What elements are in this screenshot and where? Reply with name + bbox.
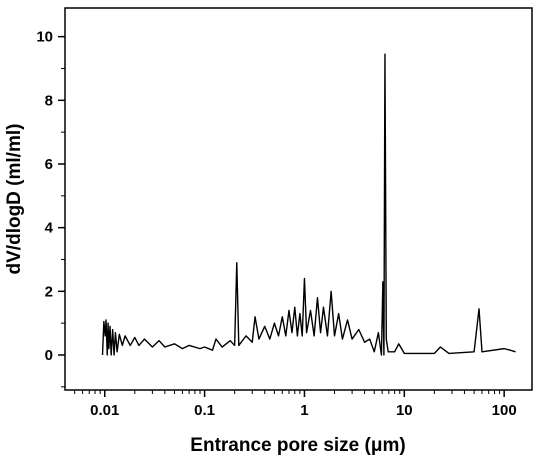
data-line bbox=[101, 53, 516, 356]
x-tick-label: 0.1 bbox=[194, 402, 215, 419]
y-tick-label: 8 bbox=[45, 92, 53, 109]
y-tick-label: 0 bbox=[45, 347, 53, 364]
x-tick-label: 100 bbox=[492, 402, 517, 419]
y-tick-label: 2 bbox=[45, 283, 53, 300]
y-tick-label: 4 bbox=[45, 220, 54, 237]
x-axis-label: Entrance pore size (μm) bbox=[190, 435, 405, 456]
x-tick-label: 1 bbox=[300, 402, 308, 419]
plot-frame bbox=[64, 7, 533, 391]
y-tick-label: 10 bbox=[36, 29, 53, 46]
x-tick-label: 10 bbox=[396, 402, 413, 419]
y-tick-label: 6 bbox=[45, 156, 53, 173]
x-tick-label: 0.01 bbox=[90, 402, 119, 419]
y-axis-label: dV/dlogD (ml/ml) bbox=[4, 124, 25, 275]
